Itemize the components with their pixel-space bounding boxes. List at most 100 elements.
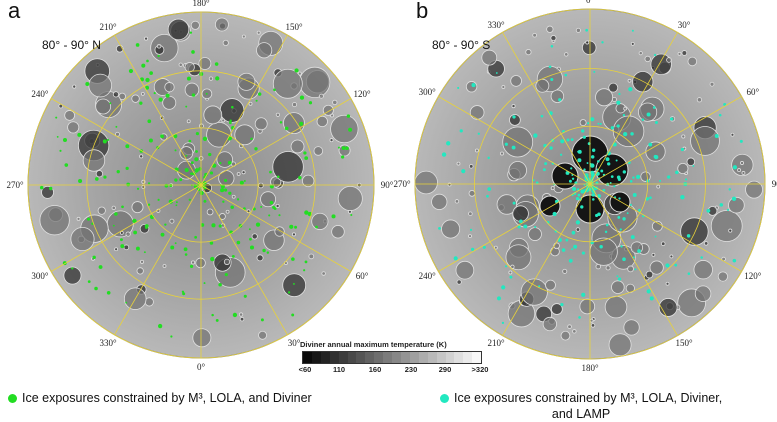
crater xyxy=(608,333,632,357)
longitude-line xyxy=(200,184,288,336)
crater xyxy=(111,205,116,210)
crater xyxy=(456,279,462,285)
crater xyxy=(585,40,590,45)
ice-exposure xyxy=(121,205,124,209)
longitude-label: 270° xyxy=(393,179,411,189)
crater xyxy=(67,121,80,134)
crater xyxy=(164,82,175,93)
ice-exposure xyxy=(615,159,618,162)
longitude-line xyxy=(438,183,591,272)
ice-exposure xyxy=(209,171,214,175)
crater xyxy=(510,75,522,87)
ice-exposure xyxy=(169,183,173,188)
ice-exposure xyxy=(634,268,637,271)
colorbar-step xyxy=(436,352,446,363)
ice-exposure xyxy=(560,139,565,144)
colorbar-step xyxy=(400,352,410,363)
ice-exposure xyxy=(214,62,219,66)
ice-exposure xyxy=(209,241,214,245)
ice-exposure xyxy=(631,29,634,32)
crater xyxy=(97,206,106,215)
ice-exposure xyxy=(544,162,548,166)
ice-exposure xyxy=(550,77,554,82)
ice-exposure xyxy=(249,237,252,241)
colorbar-step xyxy=(374,352,384,363)
ice-exposure xyxy=(148,138,153,143)
crater xyxy=(469,105,485,120)
ice-exposure xyxy=(194,235,198,239)
ice-exposure xyxy=(532,179,535,182)
ice-exposure xyxy=(585,28,589,32)
ice-exposure xyxy=(700,256,703,259)
ice-exposure xyxy=(653,53,657,57)
crater xyxy=(221,118,226,123)
crater xyxy=(76,216,81,221)
crater xyxy=(710,210,743,242)
ice-exposure xyxy=(586,162,589,165)
longitude-label: 330° xyxy=(487,19,505,30)
ice-exposure xyxy=(85,81,90,86)
ice-exposure xyxy=(102,139,107,144)
crater xyxy=(191,260,196,265)
crater xyxy=(546,25,554,33)
south-pole-map xyxy=(414,8,766,360)
ice-exposure xyxy=(133,230,137,235)
colorbar-step xyxy=(383,352,393,363)
ice-exposure xyxy=(517,225,521,229)
ice-exposure xyxy=(189,31,193,34)
ice-exposure xyxy=(597,122,600,125)
ice-exposure xyxy=(559,153,563,156)
crater xyxy=(95,98,112,115)
crater xyxy=(496,194,518,215)
ice-exposure xyxy=(224,188,228,192)
crater xyxy=(316,115,328,128)
colorbar-step xyxy=(329,352,339,363)
ice-exposure xyxy=(109,102,112,105)
longitude-line xyxy=(589,183,742,272)
crater xyxy=(237,72,256,91)
crater xyxy=(709,81,715,87)
crater xyxy=(528,227,542,241)
ice-exposure xyxy=(77,132,82,137)
ice-exposure xyxy=(350,213,353,217)
crater xyxy=(572,329,577,334)
crater xyxy=(258,182,264,189)
ice-exposure xyxy=(299,121,304,126)
legend-item-m3-lola-diviner-lamp: Ice exposures constrained by M³, LOLA, D… xyxy=(440,390,722,422)
crater xyxy=(184,62,195,73)
ice-exposure xyxy=(511,145,516,150)
ice-exposure xyxy=(580,189,585,194)
ice-exposure xyxy=(136,187,140,190)
ice-exposure xyxy=(149,71,153,75)
ice-exposure xyxy=(535,181,539,185)
longitude-line xyxy=(200,184,352,272)
ice-exposure xyxy=(294,225,298,229)
ice-exposure xyxy=(224,178,228,183)
crater xyxy=(581,40,597,55)
crater xyxy=(241,34,246,39)
ice-exposure xyxy=(504,142,508,146)
ice-exposure xyxy=(617,277,622,281)
crater xyxy=(198,57,212,70)
crater xyxy=(64,110,75,121)
ice-exposure xyxy=(649,196,652,200)
ice-exposure xyxy=(638,208,641,212)
ice-exposure xyxy=(441,152,447,157)
colorbar-step xyxy=(463,352,473,363)
ice-exposure xyxy=(459,129,463,133)
crater xyxy=(337,185,363,211)
ice-exposure xyxy=(487,156,490,160)
crater xyxy=(72,84,77,89)
ice-exposure xyxy=(622,170,627,174)
ice-exposure xyxy=(146,59,149,63)
crater xyxy=(728,228,733,233)
ice-exposure xyxy=(185,154,188,157)
crater xyxy=(414,170,438,195)
ice-exposure xyxy=(220,184,225,189)
ice-exposure xyxy=(595,213,599,218)
ice-exposure xyxy=(243,294,247,298)
crater xyxy=(525,49,532,56)
ice-exposure xyxy=(461,169,466,174)
crater xyxy=(222,39,229,46)
crater xyxy=(331,225,345,239)
